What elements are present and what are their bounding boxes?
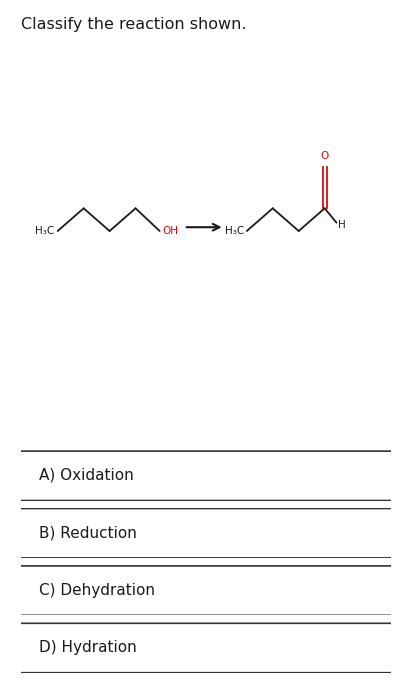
FancyBboxPatch shape bbox=[7, 508, 404, 558]
FancyBboxPatch shape bbox=[7, 451, 404, 500]
Text: H₃C: H₃C bbox=[225, 226, 244, 236]
Text: H₃C: H₃C bbox=[35, 226, 55, 236]
Text: C) Dehydration: C) Dehydration bbox=[39, 582, 155, 598]
FancyBboxPatch shape bbox=[17, 38, 395, 423]
FancyBboxPatch shape bbox=[7, 623, 404, 673]
Text: OH: OH bbox=[163, 226, 179, 236]
FancyBboxPatch shape bbox=[7, 566, 404, 615]
Text: A) Oxidation: A) Oxidation bbox=[39, 468, 134, 483]
Text: B) Reduction: B) Reduction bbox=[39, 525, 137, 540]
Text: Classify the reaction shown.: Classify the reaction shown. bbox=[21, 18, 246, 32]
Text: D) Hydration: D) Hydration bbox=[39, 640, 137, 655]
Text: H: H bbox=[338, 220, 345, 230]
Text: O: O bbox=[321, 151, 329, 161]
